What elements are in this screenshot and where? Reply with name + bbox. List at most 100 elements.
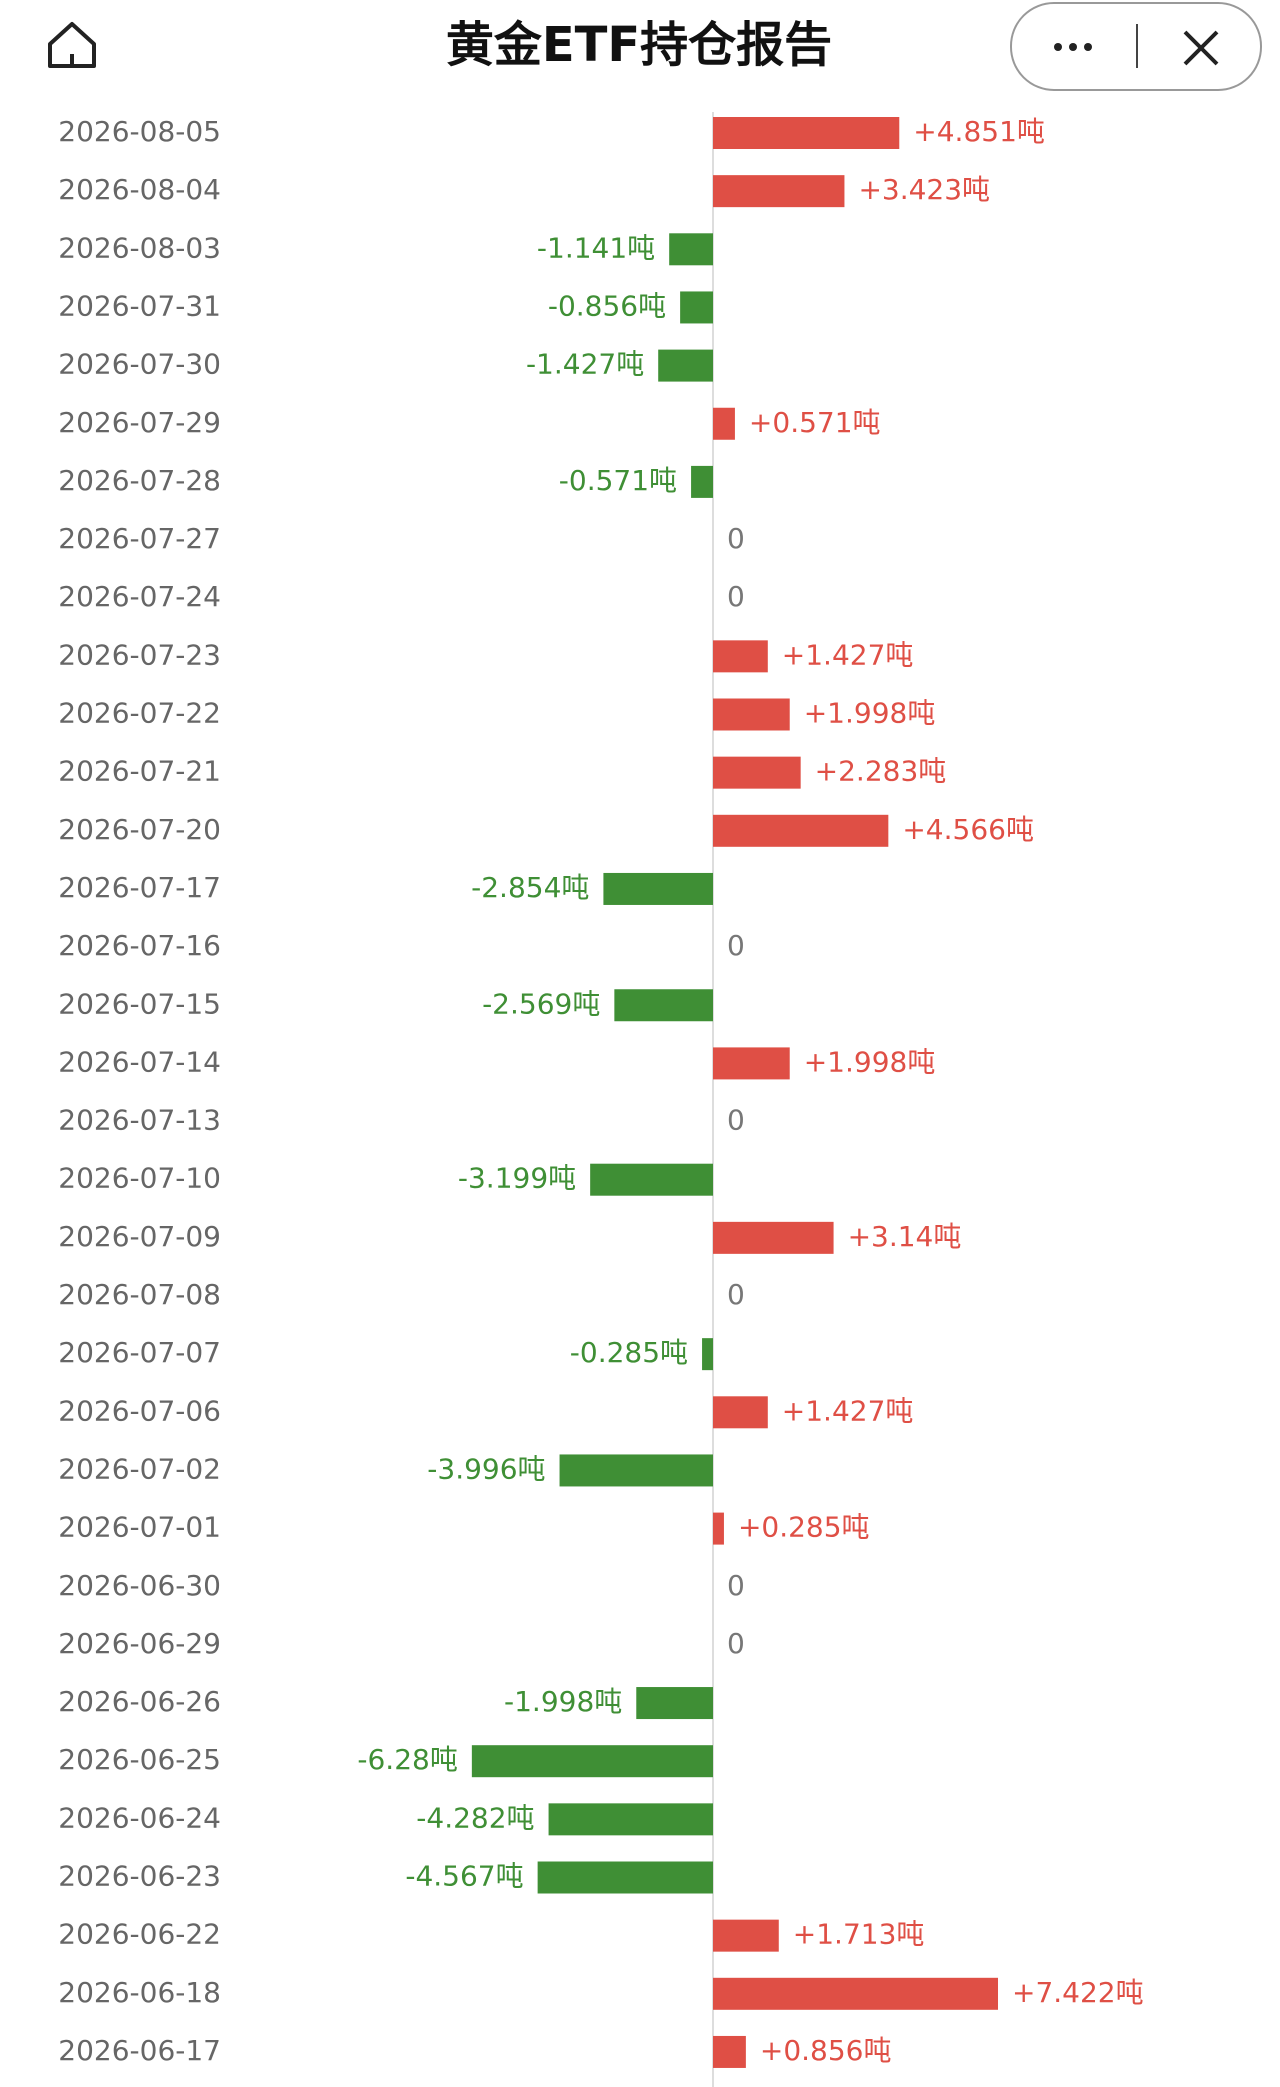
- bar: [713, 1396, 768, 1429]
- dot: [1069, 43, 1077, 51]
- category-label: 2026-07-09: [58, 1220, 221, 1253]
- value-label: +0.285吨: [738, 1511, 870, 1544]
- category-label: 2026-06-26: [58, 1685, 221, 1718]
- bar: [713, 175, 845, 208]
- category-label: 2026-07-23: [58, 638, 221, 671]
- page-title: 黄金ETF持仓报告: [446, 17, 832, 73]
- bar: [603, 872, 713, 905]
- category-label: 2026-06-22: [58, 1918, 221, 1951]
- value-label: 0: [727, 580, 745, 613]
- bar: [658, 349, 713, 382]
- category-label: 2026-08-03: [58, 231, 221, 264]
- bar: [548, 1803, 713, 1836]
- category-label: 2026-07-31: [58, 289, 221, 322]
- close-icon: [1183, 30, 1219, 66]
- value-label: +7.422吨: [1012, 1976, 1144, 2009]
- category-label: 2026-07-30: [58, 348, 221, 381]
- bar: [691, 465, 713, 498]
- value-label: +3.14吨: [848, 1220, 962, 1253]
- category-label: 2026-07-01: [58, 1511, 221, 1544]
- value-label: 0: [727, 1627, 745, 1660]
- bar: [713, 1919, 779, 1952]
- value-label: -1.998吨: [504, 1685, 622, 1718]
- category-label: 2026-06-18: [58, 1976, 221, 2009]
- value-label: -2.569吨: [482, 987, 600, 1020]
- bar: [713, 698, 790, 731]
- bar: [713, 407, 735, 440]
- category-label: 2026-07-27: [58, 522, 221, 555]
- value-label: +2.283吨: [815, 755, 947, 788]
- dot: [1084, 43, 1092, 51]
- value-label: +3.423吨: [858, 173, 990, 206]
- value-label: +0.856吨: [760, 2034, 892, 2067]
- bar: [713, 1047, 790, 1080]
- bar: [590, 1163, 713, 1196]
- category-label: 2026-07-06: [58, 1394, 221, 1427]
- category-label: 2026-07-21: [58, 755, 221, 788]
- value-label: 0: [727, 1278, 745, 1311]
- category-label: 2026-07-17: [58, 871, 221, 904]
- value-label: -3.199吨: [458, 1162, 576, 1195]
- value-label: -4.282吨: [416, 1801, 534, 1834]
- bar: [680, 291, 713, 324]
- home-button[interactable]: [48, 22, 96, 68]
- bar: [713, 814, 889, 847]
- bar: [713, 1512, 724, 1545]
- category-label: 2026-07-14: [58, 1045, 221, 1078]
- value-label: +4.851吨: [913, 115, 1045, 148]
- value-label: -0.856吨: [548, 289, 666, 322]
- bar: [636, 1687, 713, 1720]
- category-label: 2026-07-08: [58, 1278, 221, 1311]
- category-label: 2026-06-30: [58, 1569, 221, 1602]
- value-label: -0.571吨: [559, 464, 677, 497]
- category-label: 2026-06-17: [58, 2034, 221, 2067]
- category-label: 2026-06-25: [58, 1743, 221, 1776]
- value-label: +4.566吨: [902, 813, 1034, 846]
- category-label: 2026-07-29: [58, 406, 221, 439]
- category-label: 2026-07-16: [58, 929, 221, 962]
- close-button[interactable]: [1183, 30, 1219, 66]
- category-label: 2026-07-10: [58, 1162, 221, 1195]
- category-label: 2026-07-15: [58, 987, 221, 1020]
- home-icon[interactable]: [48, 22, 96, 68]
- value-label: 0: [727, 1104, 745, 1137]
- value-label: 0: [727, 522, 745, 555]
- bar: [713, 1977, 999, 2010]
- category-label: 2026-07-07: [58, 1336, 221, 1369]
- value-label: -0.285吨: [570, 1336, 688, 1369]
- bar: [713, 640, 768, 673]
- value-label: +1.998吨: [804, 697, 936, 730]
- bar: [559, 1454, 713, 1487]
- value-label: -2.854吨: [471, 871, 589, 904]
- value-label: -4.567吨: [405, 1860, 523, 1893]
- bar: [537, 1861, 713, 1894]
- bar: [713, 1221, 834, 1254]
- value-label: -3.996吨: [427, 1452, 545, 1485]
- bar: [702, 1338, 713, 1371]
- value-label: +0.571吨: [749, 406, 881, 439]
- category-label: 2026-06-29: [58, 1627, 221, 1660]
- value-label: +1.998吨: [804, 1045, 936, 1078]
- category-label: 2026-08-04: [58, 173, 221, 206]
- dot: [1054, 43, 1062, 51]
- value-label: +1.713吨: [793, 1918, 925, 1951]
- value-label: -1.141吨: [537, 231, 655, 264]
- category-label: 2026-07-02: [58, 1452, 221, 1485]
- category-label: 2026-06-23: [58, 1860, 221, 1893]
- bar: [713, 756, 801, 789]
- value-label: -6.28吨: [357, 1743, 457, 1776]
- category-label: 2026-07-28: [58, 464, 221, 497]
- more-button[interactable]: [1054, 43, 1092, 51]
- category-label: 2026-07-13: [58, 1104, 221, 1137]
- value-label: +1.427吨: [782, 638, 914, 671]
- bar: [713, 117, 900, 149]
- value-label: 0: [727, 929, 745, 962]
- bar: [669, 233, 713, 266]
- category-label: 2026-07-22: [58, 697, 221, 730]
- category-label: 2026-06-24: [58, 1801, 221, 1834]
- category-label: 2026-08-05: [58, 115, 221, 148]
- value-label: -1.427吨: [526, 348, 644, 381]
- category-label: 2026-07-24: [58, 580, 221, 613]
